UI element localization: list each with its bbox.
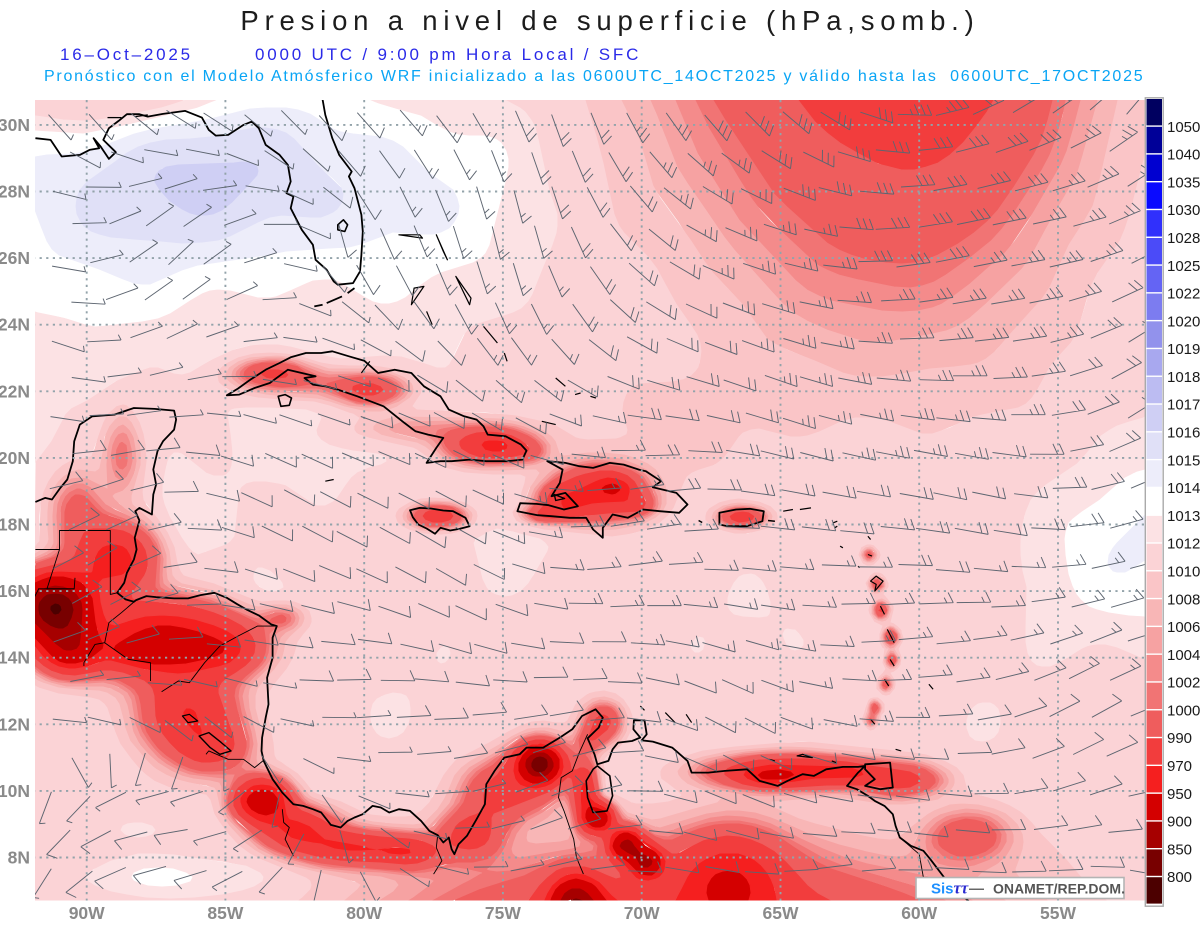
svg-text:26N: 26N: [0, 248, 30, 268]
svg-text:16N: 16N: [0, 581, 30, 601]
svg-text:1008: 1008: [1167, 591, 1200, 608]
svg-text:1018: 1018: [1167, 369, 1200, 386]
svg-text:1004: 1004: [1167, 647, 1200, 664]
svg-text:Presion a nivel de superficie: Presion a nivel de superficie (hPa,somb.…: [240, 5, 979, 36]
svg-text:950: 950: [1167, 786, 1192, 803]
svg-text:1019: 1019: [1167, 341, 1200, 358]
svg-text:80W: 80W: [346, 903, 382, 923]
svg-text:1017: 1017: [1167, 397, 1200, 414]
svg-text:55W: 55W: [1040, 903, 1076, 923]
svg-text:850: 850: [1167, 841, 1192, 858]
svg-text:70W: 70W: [624, 903, 660, 923]
svg-text:75W: 75W: [485, 903, 521, 923]
svg-text:20N: 20N: [0, 448, 30, 468]
svg-text:1016: 1016: [1167, 425, 1200, 442]
svg-text:1028: 1028: [1167, 230, 1200, 247]
svg-text:90W: 90W: [69, 903, 105, 923]
svg-text:24N: 24N: [0, 315, 30, 335]
svg-text:22N: 22N: [0, 381, 30, 401]
svg-text:1030: 1030: [1167, 202, 1200, 219]
svg-text:1050: 1050: [1167, 119, 1200, 136]
svg-text:65W: 65W: [763, 903, 799, 923]
svg-text:8N: 8N: [8, 848, 30, 868]
svg-text:970: 970: [1167, 758, 1192, 775]
svg-text:1040: 1040: [1167, 147, 1200, 164]
svg-text:16–Oct–2025: 16–Oct–2025: [60, 45, 193, 64]
svg-text:0000 UTC / 9:00 pm Hora Local: 0000 UTC / 9:00 pm Hora Local / SFC: [255, 45, 641, 64]
svg-text:1025: 1025: [1167, 258, 1200, 275]
svg-text:28N: 28N: [0, 182, 30, 202]
svg-text:1006: 1006: [1167, 619, 1200, 636]
svg-text:1020: 1020: [1167, 313, 1200, 330]
svg-text:12N: 12N: [0, 714, 30, 734]
svg-text:1010: 1010: [1167, 564, 1200, 581]
svg-text:1002: 1002: [1167, 675, 1200, 692]
svg-text:1012: 1012: [1167, 536, 1200, 553]
svg-text:1035: 1035: [1167, 174, 1200, 191]
svg-text:10N: 10N: [0, 781, 30, 801]
svg-text:1015: 1015: [1167, 452, 1200, 469]
svg-text:1000: 1000: [1167, 702, 1200, 719]
svg-text:990: 990: [1167, 730, 1192, 747]
svg-text:14N: 14N: [0, 648, 30, 668]
svg-text:800: 800: [1167, 869, 1192, 886]
svg-text:Sisττ—ONAMET/REP.DOM.: Sisττ— ONAMET/REP.DOM.: [931, 879, 1125, 898]
svg-text:900: 900: [1167, 814, 1192, 831]
svg-text:1022: 1022: [1167, 286, 1200, 303]
svg-text:18N: 18N: [0, 515, 30, 535]
svg-text:30N: 30N: [0, 115, 30, 135]
svg-text:85W: 85W: [207, 903, 243, 923]
svg-text:Pronóstico con el Modelo Atmós: Pronóstico con el Modelo Atmósferico WRF…: [44, 68, 1144, 85]
svg-text:1014: 1014: [1167, 480, 1200, 497]
svg-text:1013: 1013: [1167, 508, 1200, 525]
svg-text:60W: 60W: [901, 903, 937, 923]
